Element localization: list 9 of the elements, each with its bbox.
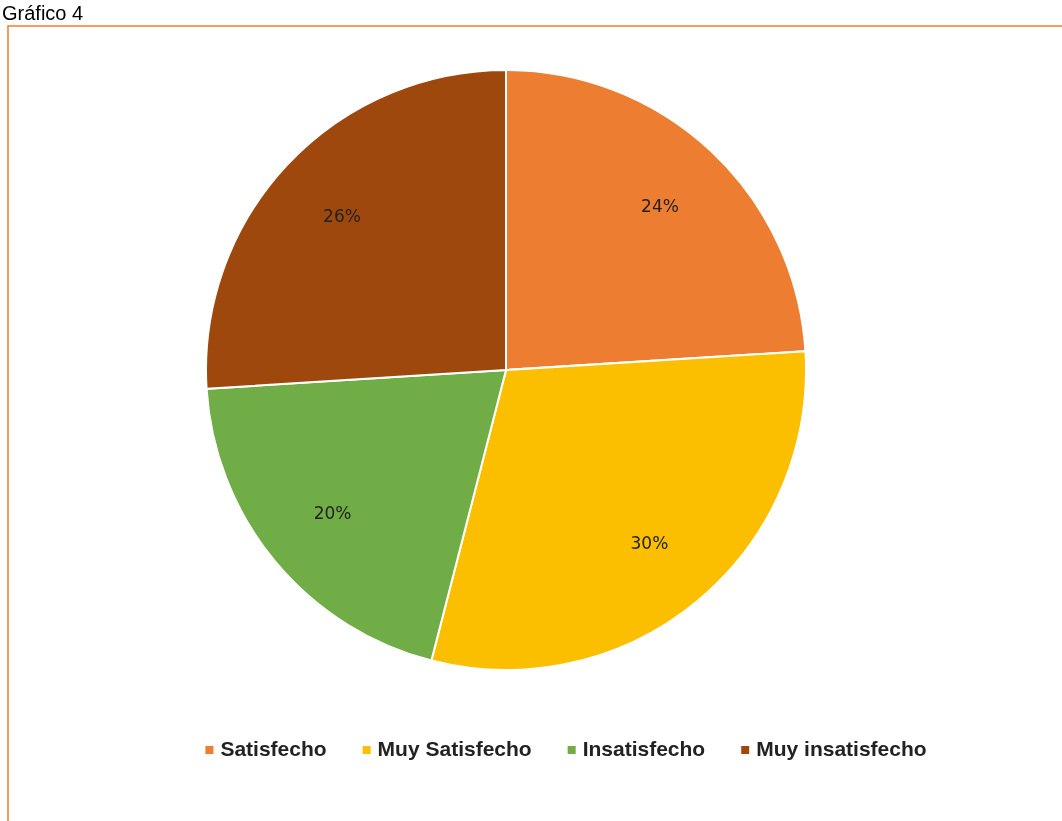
text: Gráfico 4 [2, 2, 84, 24]
data-label: 20% [313, 503, 352, 524]
legend-label: Muy Satisfecho [377, 737, 532, 760]
data-label: 24% [641, 195, 679, 216]
legend-label: Satisfecho [220, 737, 327, 760]
legend-label: Insatisfecho [582, 737, 706, 760]
legend-label: Muy insatisfecho [756, 737, 927, 760]
data-label: 26% [323, 205, 361, 226]
data-label: 30% [630, 533, 669, 554]
